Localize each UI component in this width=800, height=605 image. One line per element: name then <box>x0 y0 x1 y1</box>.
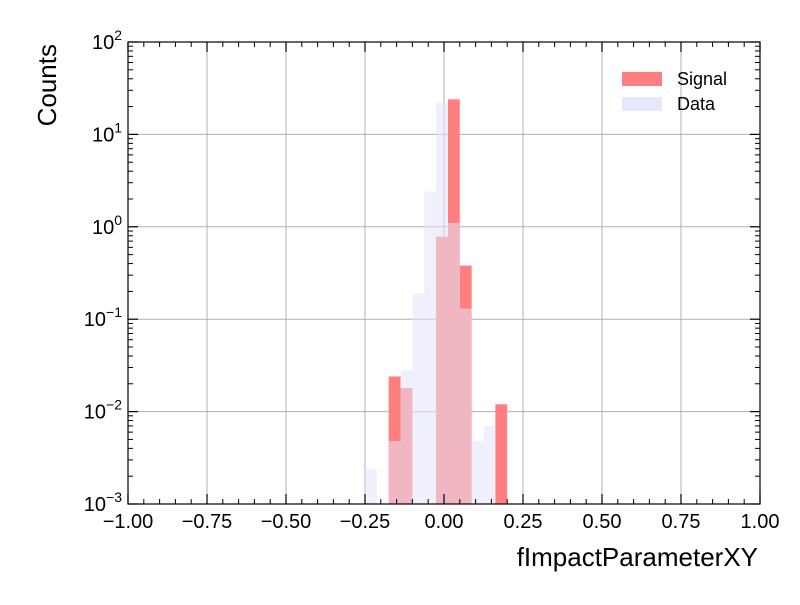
histogram-bar-data <box>436 102 448 505</box>
x-tick-label: 0.00 <box>425 511 464 533</box>
legend: Signal Data <box>622 69 727 114</box>
histogram-bar-data <box>483 425 496 504</box>
histogram-bar-signal <box>495 404 508 504</box>
legend-label-signal: Signal <box>677 69 727 89</box>
legend-swatch-data <box>622 97 662 111</box>
histogram-bar-data <box>412 293 425 504</box>
bars <box>365 99 508 505</box>
y-tick-label: 10−3 <box>84 489 122 516</box>
x-tick-label: 0.25 <box>504 511 543 533</box>
x-tick-label: 1.00 <box>741 511 780 533</box>
histogram-bar-data <box>400 370 413 504</box>
histogram-bar-data <box>447 222 460 504</box>
histogram-bar-data <box>388 441 401 504</box>
x-tick-label: 0.75 <box>662 511 701 533</box>
y-tick-label: 100 <box>92 212 122 239</box>
tick-labels: −1.00 −0.75 −0.50 −0.25 0.00 0.25 0.50 0.75 1.00… <box>84 27 780 533</box>
x-axis-label: fImpactParameterXY <box>517 542 758 572</box>
y-tick-label: 102 <box>92 27 122 54</box>
x-tick-label: −0.50 <box>261 511 312 533</box>
x-tick-label: −1.00 <box>103 511 154 533</box>
x-tick-label: −0.75 <box>182 511 233 533</box>
histogram-bar-data <box>459 308 472 504</box>
x-tick-label: −0.25 <box>340 511 391 533</box>
y-tick-label: 10−2 <box>84 397 122 424</box>
y-tick-label: 10−1 <box>84 304 122 331</box>
histogram-bar-data <box>424 191 437 504</box>
x-tick-label: 0.50 <box>583 511 622 533</box>
histogram-bar-signal <box>388 376 401 504</box>
histogram-bar-data <box>471 441 484 504</box>
legend-swatch-signal <box>622 72 662 86</box>
y-tick-label: 101 <box>92 119 122 146</box>
legend-label-data: Data <box>677 94 716 114</box>
ticks <box>127 41 761 505</box>
y-axis-label: Counts <box>32 44 62 126</box>
histogram-bar-data <box>365 468 377 504</box>
